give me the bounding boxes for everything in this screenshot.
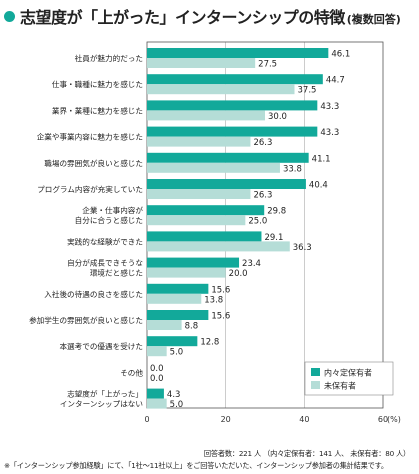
bar-non-holder xyxy=(147,346,167,357)
bar-value-label: 5.0 xyxy=(170,400,184,410)
bar-holder xyxy=(147,257,240,268)
category-label: 参加学生の雰囲気が良いと感じた xyxy=(29,315,143,325)
category-label: 環境だと感じた xyxy=(90,268,143,278)
bar-holder xyxy=(147,48,329,58)
bar-value-label: 41.1 xyxy=(312,154,331,164)
bar-value-label: 43.3 xyxy=(320,102,339,112)
category-label: 入社後の待遇の良さを感じた xyxy=(44,289,143,299)
x-tick-label: 20 xyxy=(221,415,231,424)
bar-holder xyxy=(147,231,262,242)
bar-value-label: 25.0 xyxy=(248,217,267,227)
bar-value-label: 23.4 xyxy=(242,259,261,269)
bar-non-holder xyxy=(147,320,182,330)
bar-non-holder xyxy=(147,84,295,95)
bar-non-holder xyxy=(147,136,251,147)
bar-value-label: 36.3 xyxy=(293,243,312,253)
bar-value-label: 0.0 xyxy=(150,374,164,384)
bar-value-label: 33.8 xyxy=(283,164,302,174)
legend-box xyxy=(304,361,394,396)
bar-non-holder xyxy=(147,398,167,409)
legend-label-non-holder: 未保有者 xyxy=(324,381,356,391)
survey-note: ※「インターンシップ参加経験」にて、「1社～11社以上」をご回答いただいた、イン… xyxy=(4,461,388,470)
respondents-note: 回答者数：221 人 （内々定保有者：141 人、 未保有者：80 人） xyxy=(203,449,410,458)
bar-holder xyxy=(147,336,198,347)
bar-holder xyxy=(147,74,323,85)
bar-value-label: 29.8 xyxy=(267,207,286,217)
bar-holder xyxy=(147,310,209,320)
bar-non-holder xyxy=(147,189,251,199)
bar-value-label: 15.6 xyxy=(211,312,230,322)
bar-value-label: 27.5 xyxy=(258,60,277,70)
category-label: 業界・業種に魅力を感じた xyxy=(52,105,143,115)
bar-value-label: 20.0 xyxy=(229,269,248,279)
bar-value-label: 26.3 xyxy=(253,138,272,148)
category-label: 実践的な経験ができた xyxy=(67,236,143,246)
legend-swatch-non-holder xyxy=(311,381,320,389)
bar-value-label: 43.3 xyxy=(320,128,339,138)
chart-title-main: 志望度が「上がった」インターンシップの特徴 xyxy=(20,8,345,27)
bar-non-holder xyxy=(147,293,202,304)
category-label: 企業・仕事内容が xyxy=(82,205,143,215)
x-tick-label: 60 xyxy=(378,415,388,424)
x-tick-label: 40 xyxy=(299,415,309,424)
bar-value-label: 44.7 xyxy=(326,76,345,86)
x-tick-label: 0 xyxy=(144,415,149,424)
bar-value-label: 0.0 xyxy=(150,364,164,374)
category-label: 社員が魅力的だった xyxy=(75,53,143,63)
category-label: 仕事・職種に魅力を感じた xyxy=(52,79,143,89)
bar-holder xyxy=(147,100,318,111)
category-label: 志望度が「上がった」 xyxy=(67,389,143,399)
x-unit-label: (%) xyxy=(387,415,401,424)
category-label: 本選考での優遇を受けた xyxy=(59,341,143,351)
category-label: 企業や事業内容に魅力を感じた xyxy=(37,132,143,142)
chart-title-sub: (複数回答) xyxy=(346,13,401,26)
bar-non-holder xyxy=(147,267,226,278)
bar-value-label: 4.3 xyxy=(167,390,181,400)
bar-non-holder xyxy=(147,162,280,173)
category-label: プログラム内容が充実していた xyxy=(37,184,143,194)
bullet-dot-icon xyxy=(4,10,15,22)
category-label: 自分に合うと感じた xyxy=(75,215,143,225)
bar-value-label: 12.8 xyxy=(200,338,219,348)
bar-value-label: 30.0 xyxy=(268,112,287,122)
bar-non-holder xyxy=(147,58,256,68)
chart-title: 志望度が「上がった」インターンシップの特徴 (複数回答) xyxy=(4,4,401,28)
bar-value-label: 5.0 xyxy=(170,348,184,358)
category-label: インターンシップはない xyxy=(60,400,143,409)
bar-non-holder xyxy=(147,215,246,226)
bar-value-label: 8.8 xyxy=(185,322,199,332)
category-label: その他 xyxy=(120,367,143,377)
bar-holder xyxy=(147,388,164,399)
bar-value-label: 26.3 xyxy=(253,191,272,201)
legend-label-holder: 内々定保有者 xyxy=(324,368,372,378)
bar-non-holder xyxy=(147,241,290,252)
bar-value-label: 37.5 xyxy=(298,86,317,96)
category-label: 自分が成長できそうな xyxy=(67,258,143,268)
bar-value-label: 46.1 xyxy=(331,50,350,60)
category-label: 職場の雰囲気が良いと感じた xyxy=(44,158,143,168)
bar-holder xyxy=(147,205,265,216)
bar-value-label: 40.4 xyxy=(309,181,328,191)
bar-holder xyxy=(147,152,309,163)
bar-value-label: 29.1 xyxy=(264,233,283,243)
bar-non-holder xyxy=(147,110,265,121)
bar-holder xyxy=(147,283,209,294)
bar-holder xyxy=(147,126,318,137)
bar-holder xyxy=(147,179,306,189)
bar-value-label: 13.8 xyxy=(204,295,223,305)
bar-value-label: 15.6 xyxy=(211,285,230,295)
legend-swatch-holder xyxy=(311,368,320,376)
